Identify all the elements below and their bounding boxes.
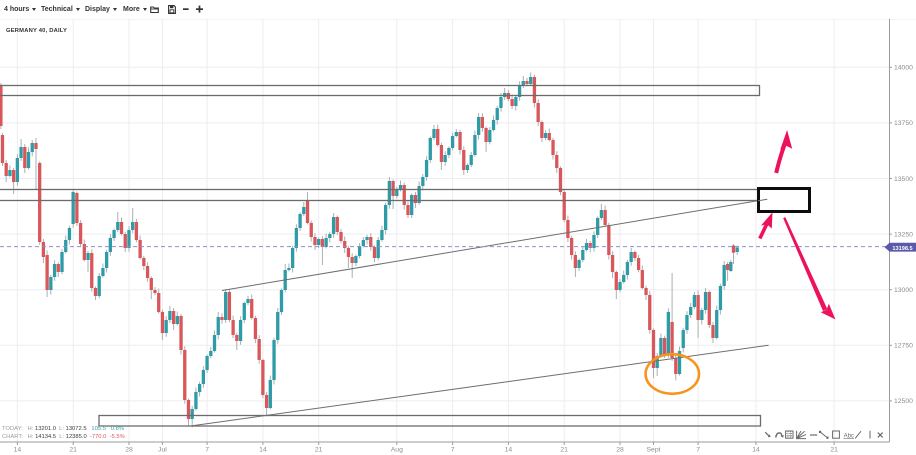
svg-text:14: 14 [259,447,267,454]
svg-text:13500: 13500 [894,176,913,183]
svg-text:13000: 13000 [894,287,913,294]
svg-text:28: 28 [616,447,624,454]
svg-text:Jul: Jul [158,447,167,454]
svg-text:14000: 14000 [894,65,913,72]
svg-text:13198.5: 13198.5 [892,246,912,252]
svg-text:21: 21 [560,447,568,454]
svg-text:7: 7 [451,447,455,454]
svg-text:14: 14 [752,447,760,454]
svg-text:Abc: Abc [844,433,854,439]
svg-text:Sept: Sept [647,447,661,454]
svg-text:14: 14 [14,447,22,454]
svg-text:21: 21 [830,447,838,454]
svg-text:13750: 13750 [894,120,913,127]
svg-text:Aug: Aug [391,447,403,454]
svg-text:12500: 12500 [894,398,913,405]
svg-text:7: 7 [205,447,209,454]
svg-text:21: 21 [315,447,323,454]
svg-text:12750: 12750 [894,343,913,350]
svg-text:21: 21 [69,447,77,454]
svg-text:28: 28 [125,447,133,454]
svg-text:7: 7 [696,447,700,454]
svg-text:13250: 13250 [894,231,913,238]
svg-text:14: 14 [505,447,513,454]
